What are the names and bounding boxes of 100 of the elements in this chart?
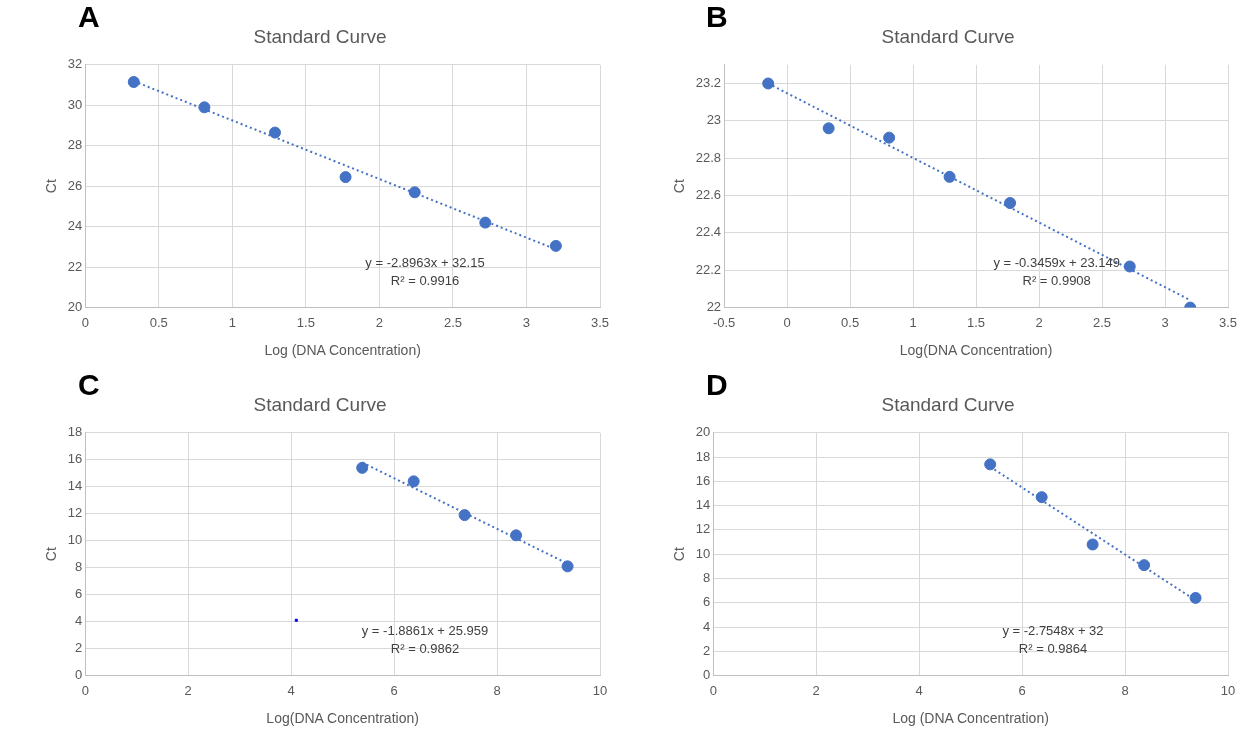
y-tick-label: 6: [703, 594, 711, 610]
point: [356, 461, 369, 474]
y-tick-label: 20: [67, 299, 83, 315]
point: [984, 458, 997, 471]
point: [1189, 591, 1202, 604]
x-tick-label: 1: [909, 314, 917, 330]
y-tick-label: 14: [67, 478, 83, 494]
y-tick-label: 0: [703, 667, 711, 683]
x-tick-label: 3.5: [590, 314, 610, 330]
annotation: y = -1.8861x + 25.959: [361, 623, 489, 639]
x-tick-label: -0.5: [712, 314, 736, 330]
x-tick-label: 6: [390, 682, 398, 698]
point: [1004, 197, 1017, 210]
y-tick-label: 12: [695, 521, 711, 537]
y-tick-label: 22.4: [695, 224, 722, 240]
chart-title: Standard Curve: [253, 393, 387, 415]
y-tick-label: 2: [703, 642, 711, 658]
x-tick-label: 4: [287, 682, 295, 698]
annotation: R² = 0.9916: [390, 273, 460, 289]
x-tick-label: 10: [1220, 682, 1236, 698]
point: [762, 77, 775, 90]
y-tick-label: 4: [703, 618, 711, 634]
y-axis-title: Ct: [43, 179, 60, 194]
chart-title: Standard Curve: [881, 25, 1015, 47]
annotation: R² = 0.9908: [1022, 273, 1091, 289]
y-tick-label: 22.8: [695, 149, 722, 165]
x-tick-label: 8: [493, 682, 501, 698]
point: [268, 126, 281, 139]
text: D: [706, 368, 728, 402]
y-tick-label: 32: [67, 56, 83, 72]
x-tick-label: 3.5: [1218, 314, 1238, 330]
point: [822, 122, 835, 135]
point: [479, 216, 492, 229]
x-tick-label: 4: [915, 682, 923, 698]
y-tick-label: 8: [75, 559, 83, 575]
point: [1123, 260, 1136, 273]
y-tick-label: 24: [67, 218, 83, 234]
y-tick-label: 22.6: [695, 187, 722, 203]
x-tick-label: 0: [783, 314, 791, 330]
y-tick-label: 18: [695, 448, 711, 464]
x-tick-label: 1: [228, 314, 236, 330]
y-tick-label: 10: [67, 532, 83, 548]
x-tick-label: 2.5: [443, 314, 462, 330]
y-axis-title: Ct: [43, 547, 60, 562]
y-tick-label: 18: [67, 424, 83, 440]
y-tick-label: 10: [695, 545, 711, 561]
point: [883, 131, 896, 144]
y-tick-label: 2: [75, 640, 83, 656]
y-tick-label: 14: [695, 497, 711, 513]
annotation: y = -2.8963x + 32.15: [365, 255, 485, 271]
annotation: R² = 0.9864: [1018, 641, 1088, 657]
x-axis-title: Log(DNA Concentration): [899, 342, 1053, 359]
chart-title: Standard Curve: [253, 25, 387, 47]
y-tick-label: 23.2: [695, 75, 722, 91]
y-axis-title: Ct: [671, 179, 688, 194]
x-tick-label: 10: [592, 682, 608, 698]
x-tick-label: 2: [375, 314, 384, 330]
y-tick-label: 22: [67, 258, 83, 274]
point: [1086, 538, 1099, 551]
y-tick-label: 22.2: [695, 261, 722, 277]
x-tick-label: 2: [812, 682, 820, 698]
x-tick-label: 3: [1161, 314, 1169, 330]
y-tick-label: 16: [695, 472, 711, 488]
x-axis-title: Log (DNA Concentration): [892, 710, 1049, 727]
chart-title: Standard Curve: [881, 393, 1015, 415]
x-tick-label: 1.5: [296, 314, 315, 330]
annotation: y = -2.7548x + 32: [1002, 623, 1104, 639]
point: [1035, 491, 1048, 504]
point: [408, 186, 421, 199]
point: [549, 239, 562, 252]
x-tick-label: 3: [522, 314, 531, 330]
point: [510, 529, 523, 542]
y-tick-label: 0: [75, 667, 83, 683]
x-tick-label: 8: [1121, 682, 1129, 698]
x-tick-label: 0.5: [149, 314, 168, 330]
text: B: [706, 0, 728, 34]
x-tick-label: 2: [184, 682, 192, 698]
text: C: [78, 368, 100, 402]
x-tick-label: 6: [1018, 682, 1026, 698]
point: [1138, 559, 1151, 572]
y-tick-label: 23: [706, 112, 722, 128]
y-tick-label: 8: [703, 570, 711, 586]
x-tick-label: 2.5: [1092, 314, 1112, 330]
y-tick-label: 26: [67, 177, 83, 193]
y-tick-label: 28: [67, 137, 83, 153]
y-tick-label: 4: [75, 613, 83, 629]
y-tick-label: 22: [706, 299, 722, 315]
point: [407, 475, 420, 488]
y-axis-title: Ct: [671, 547, 688, 562]
x-tick-label: 1.5: [967, 314, 986, 330]
point: [561, 560, 574, 573]
y-tick-label: 16: [67, 451, 83, 467]
x-axis-title: Log (DNA Concentration): [264, 342, 421, 359]
annotation: y = -0.3459x + 23.149: [993, 255, 1120, 271]
text: A: [78, 0, 100, 34]
point: [458, 509, 471, 522]
point: [339, 171, 352, 184]
y-tick-label: 6: [75, 586, 83, 602]
point: [294, 618, 298, 622]
x-axis-title: Log(DNA Concentration): [266, 710, 419, 727]
